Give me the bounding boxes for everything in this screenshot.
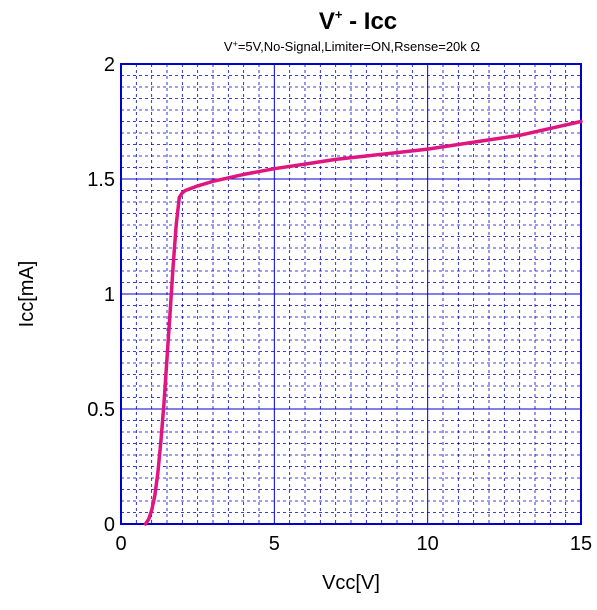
y-tick-label: 2 [104, 54, 115, 76]
chart-title-sup: + [335, 7, 343, 22]
y-tick-label: 1.5 [87, 169, 115, 191]
x-tick-label: 5 [269, 533, 280, 555]
series-line [143, 119, 583, 526]
chart-title: V+ - Icc [319, 7, 397, 35]
x-tick-label: 10 [417, 533, 439, 555]
chart-subtitle: V+=5V,No-Signal,Limiter=ON,Rsense=20k Ω [224, 39, 480, 54]
series-layer [143, 119, 583, 526]
chart-subtitle-base: V [224, 39, 233, 54]
y-tick-label: 0.5 [87, 399, 115, 421]
y-tick-label: 0 [104, 514, 115, 536]
x-tick-label: 15 [570, 533, 592, 555]
chart-subtitle-rest: =5V,No-Signal,Limiter=ON,Rsense=20k Ω [238, 39, 481, 54]
chart-title-rest: - Icc [342, 8, 397, 35]
x-tick-labels: 0 5 10 15 [115, 533, 592, 555]
y-tick-labels: 0 0.5 1 1.5 2 [87, 54, 115, 536]
plot-frame [120, 63, 582, 525]
x-tick-label: 0 [115, 533, 126, 555]
chart-title-base: V [319, 8, 335, 35]
y-tick-label: 1 [104, 284, 115, 306]
grid [121, 64, 581, 524]
y-axis-label: Icc[mA] [16, 261, 38, 328]
x-axis-label: Vcc[V] [322, 572, 380, 594]
chart-subtitle-sup: + [233, 39, 238, 49]
